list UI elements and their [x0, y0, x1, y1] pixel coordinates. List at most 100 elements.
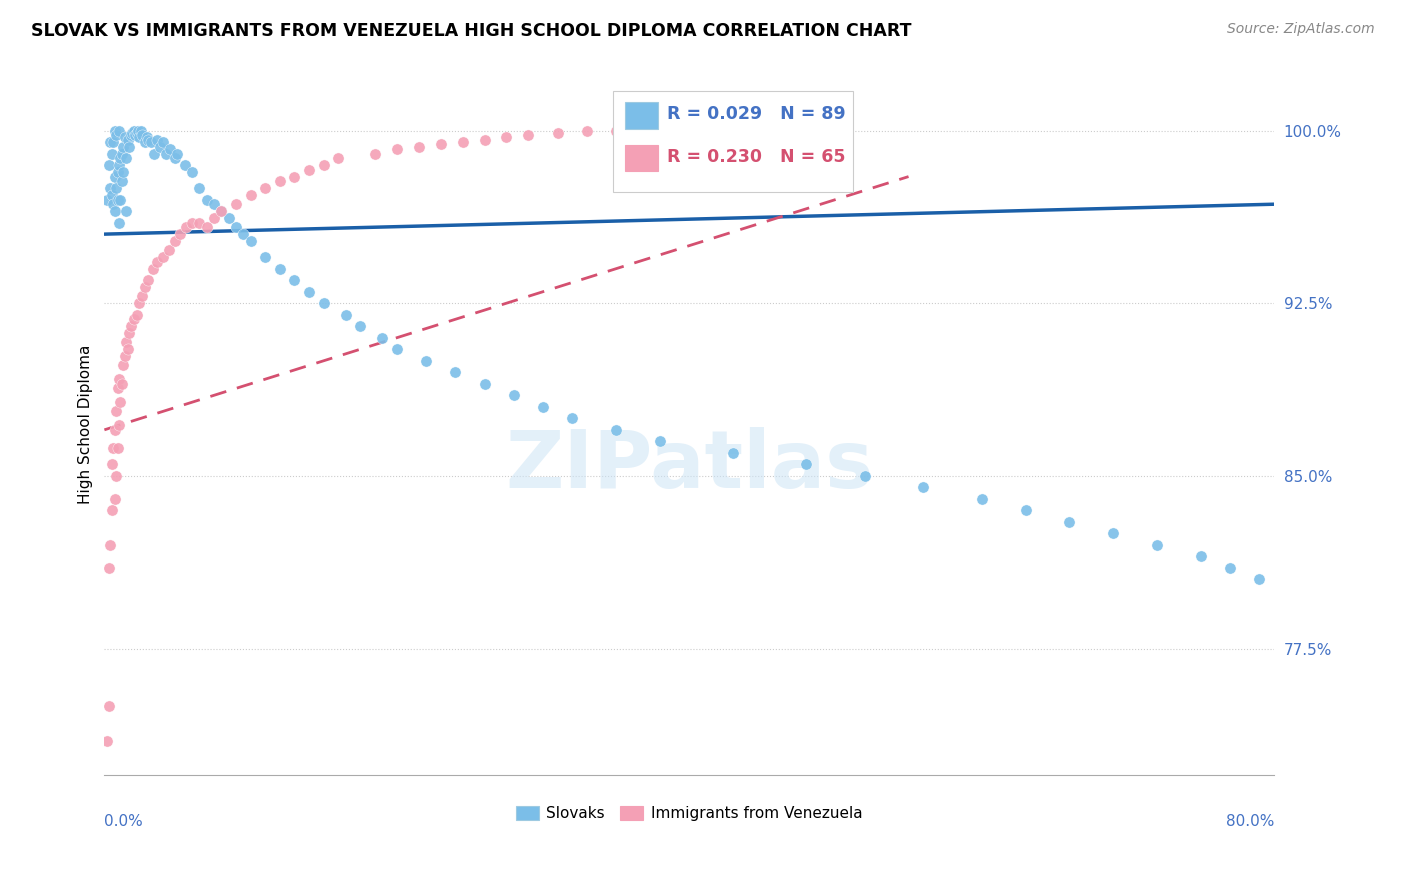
Point [239, 188, 262, 202]
Point [118, 326, 141, 340]
Point [1102, 526, 1125, 541]
Point [114, 130, 136, 145]
Point [721, 130, 744, 145]
Point [112, 139, 135, 153]
Point [105, 181, 128, 195]
Point [107, 442, 129, 456]
Point [1249, 573, 1271, 587]
Point [364, 146, 387, 161]
Point [114, 349, 136, 363]
Point [794, 458, 817, 472]
Point [159, 142, 181, 156]
Point [495, 130, 517, 145]
Point [118, 139, 141, 153]
Point [97, 158, 120, 172]
Point [232, 227, 254, 241]
Point [97, 561, 120, 575]
Text: R = 0.029   N = 89: R = 0.029 N = 89 [666, 105, 845, 123]
Point [225, 197, 247, 211]
Point [312, 158, 335, 172]
Point [209, 204, 232, 219]
Point [444, 365, 467, 379]
Point [125, 126, 148, 140]
Point [298, 285, 321, 299]
Point [112, 359, 135, 373]
Point [218, 211, 240, 225]
Point [605, 423, 627, 437]
Point [298, 162, 321, 177]
Point [254, 181, 277, 195]
Point [108, 158, 131, 172]
Point [108, 418, 131, 433]
Point [970, 491, 993, 506]
Point [517, 128, 540, 143]
Point [120, 319, 142, 334]
Point [111, 174, 134, 188]
Point [131, 128, 153, 143]
Point [502, 388, 524, 402]
Point [188, 216, 211, 230]
Point [155, 146, 177, 161]
Point [104, 123, 127, 137]
Point [474, 133, 496, 147]
Point [188, 181, 211, 195]
Point [110, 395, 132, 409]
Text: Source: ZipAtlas.com: Source: ZipAtlas.com [1227, 22, 1375, 37]
Point [100, 503, 122, 517]
Point [135, 130, 157, 145]
Point [853, 468, 876, 483]
Point [157, 244, 180, 258]
Point [142, 261, 165, 276]
Text: 80.0%: 80.0% [1226, 814, 1274, 829]
Point [1059, 515, 1081, 529]
Point [173, 158, 195, 172]
Point [269, 261, 291, 276]
Point [134, 135, 156, 149]
Point [912, 480, 935, 494]
Point [149, 139, 172, 153]
Point [117, 343, 139, 357]
Text: ZIPatlas: ZIPatlas [505, 427, 873, 505]
Bar [624, 145, 658, 171]
Point [605, 123, 627, 137]
Point [531, 400, 554, 414]
Point [100, 146, 122, 161]
Point [136, 273, 159, 287]
FancyBboxPatch shape [613, 90, 853, 193]
Point [547, 126, 569, 140]
Point [225, 220, 247, 235]
Point [101, 442, 124, 456]
Point [202, 197, 225, 211]
Point [474, 376, 496, 391]
Point [152, 250, 174, 264]
Point [195, 193, 218, 207]
Text: SLOVAK VS IMMIGRANTS FROM VENEZUELA HIGH SCHOOL DIPLOMA CORRELATION CHART: SLOVAK VS IMMIGRANTS FROM VENEZUELA HIGH… [31, 22, 911, 40]
Point [146, 133, 169, 147]
Point [254, 250, 277, 264]
Point [766, 133, 789, 147]
Point [141, 135, 163, 149]
Point [181, 165, 204, 179]
Point [96, 193, 118, 207]
Point [125, 308, 148, 322]
Point [429, 137, 451, 152]
Point [143, 146, 166, 161]
Point [371, 331, 394, 345]
Point [104, 491, 127, 506]
Legend: Slovaks, Immigrants from Venezuela: Slovaks, Immigrants from Venezuela [510, 799, 869, 827]
Point [408, 139, 430, 153]
Point [209, 204, 232, 219]
Point [101, 135, 124, 149]
Point [648, 434, 671, 449]
Point [117, 133, 139, 147]
Point [122, 123, 145, 137]
Point [104, 204, 127, 219]
Point [181, 216, 204, 230]
Point [108, 216, 131, 230]
Point [110, 151, 132, 165]
Point [146, 254, 169, 268]
Point [107, 193, 129, 207]
Point [385, 343, 408, 357]
Point [195, 220, 218, 235]
Point [100, 458, 122, 472]
